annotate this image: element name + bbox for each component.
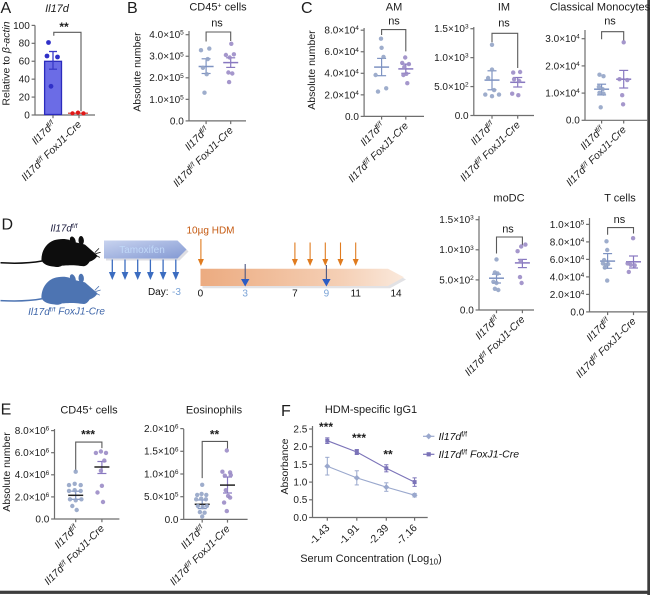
svg-text:***: *** (352, 431, 366, 445)
svg-text:AM: AM (386, 2, 403, 14)
svg-text:**: ** (59, 20, 69, 34)
svg-text:Eosinophils: Eosinophils (186, 405, 243, 417)
svg-text:0.0: 0.0 (293, 513, 307, 524)
svg-text:Absolute number: Absolute number (132, 32, 144, 112)
svg-text:2.0×104: 2.0×104 (550, 289, 585, 300)
svg-text:2.0×104: 2.0×104 (545, 61, 580, 72)
svg-text:CD45+ cells: CD45+ cells (189, 2, 247, 14)
svg-text:C: C (301, 0, 313, 17)
svg-text:Il17df/f FoxJ1-Cre: Il17df/f FoxJ1-Cre (439, 449, 520, 461)
svg-text:0: 0 (24, 110, 30, 121)
svg-text:1.5×106: 1.5×106 (144, 446, 179, 457)
svg-text:4.0×105: 4.0×105 (149, 30, 184, 41)
svg-text:9: 9 (324, 289, 330, 300)
svg-text:F: F (281, 403, 291, 420)
svg-text:5.0×102: 5.0×102 (434, 82, 469, 93)
svg-text:40: 40 (19, 75, 31, 86)
svg-text:3.0×105: 3.0×105 (149, 51, 184, 62)
svg-text:CD45+ cells: CD45+ cells (60, 405, 118, 417)
svg-text:Il17df/f: Il17df/f (50, 223, 77, 234)
svg-text:80: 80 (19, 39, 31, 50)
svg-text:Serum Concentration (Log10): Serum Concentration (Log10) (300, 553, 442, 567)
svg-text:ns: ns (498, 18, 510, 30)
svg-text:**: ** (210, 428, 220, 442)
svg-text:0.0: 0.0 (345, 112, 359, 123)
svg-text:1.0: 1.0 (293, 478, 307, 489)
svg-text:0.5: 0.5 (293, 495, 307, 506)
svg-text:ns: ns (211, 18, 223, 30)
svg-text:0.0: 0.0 (455, 111, 469, 122)
svg-text:5.0×105: 5.0×105 (144, 492, 179, 503)
svg-text:E: E (1, 401, 12, 418)
svg-text:11: 11 (351, 289, 362, 300)
svg-text:Relative to β-actin: Relative to β-actin (1, 21, 13, 105)
svg-text:3: 3 (242, 289, 248, 300)
svg-text:8.0×104: 8.0×104 (324, 25, 359, 36)
svg-text:Il17d: Il17d (45, 3, 70, 15)
svg-text:Il17df/f FoxJ1-Cre: Il17df/f FoxJ1-Cre (28, 307, 105, 318)
svg-text:5.0×102: 5.0×102 (439, 275, 474, 286)
svg-text:Absolute number: Absolute number (1, 432, 13, 512)
svg-text:60: 60 (19, 57, 31, 68)
svg-text:***: *** (319, 420, 333, 434)
svg-text:2.5: 2.5 (293, 424, 307, 435)
svg-text:Day:: Day: (148, 287, 169, 298)
svg-text:Il17df/f: Il17df/f (439, 431, 468, 443)
svg-text:1.0×104: 1.0×104 (545, 88, 580, 99)
svg-text:1.5: 1.5 (293, 460, 307, 471)
svg-text:1.0×105: 1.0×105 (149, 94, 184, 105)
svg-text:1.0×105: 1.0×105 (550, 219, 585, 230)
svg-text:6.0×106: 6.0×106 (15, 448, 50, 459)
svg-text:**: ** (383, 448, 393, 462)
svg-text:Absorbance: Absorbance (279, 438, 291, 494)
svg-text:10µg HDM: 10µg HDM (187, 226, 235, 237)
svg-text:Classical Monocytes: Classical Monocytes (550, 2, 650, 14)
svg-text:2.0×105: 2.0×105 (149, 73, 184, 84)
svg-text:IM: IM (498, 2, 510, 14)
svg-text:7: 7 (292, 289, 298, 300)
svg-text:B: B (127, 0, 138, 17)
svg-text:8.0×106: 8.0×106 (15, 426, 50, 437)
svg-text:0.0: 0.0 (35, 514, 49, 525)
svg-text:ns: ns (614, 214, 626, 226)
svg-text:0.0: 0.0 (165, 515, 179, 526)
svg-text:1.0×103: 1.0×103 (439, 245, 474, 256)
svg-text:0.0: 0.0 (566, 116, 580, 127)
svg-text:T cells: T cells (604, 193, 636, 205)
svg-text:1.5×103: 1.5×103 (434, 24, 469, 35)
svg-text:***: *** (81, 428, 95, 442)
svg-text:4.0×104: 4.0×104 (324, 68, 359, 79)
svg-text:2.0×106: 2.0×106 (15, 492, 50, 503)
svg-text:1.0×103: 1.0×103 (434, 53, 469, 64)
svg-text:3.0×104: 3.0×104 (545, 34, 580, 45)
svg-text:0: 0 (198, 289, 204, 300)
svg-text:20: 20 (19, 92, 31, 103)
svg-text:A: A (1, 0, 12, 17)
svg-text:Tamoxifen: Tamoxifen (119, 245, 165, 256)
svg-text:-3: -3 (172, 287, 181, 298)
svg-text:ns: ns (604, 16, 616, 28)
svg-text:0.0: 0.0 (460, 305, 474, 316)
svg-text:1.5×103: 1.5×103 (439, 215, 474, 226)
svg-text:2.0: 2.0 (293, 442, 307, 453)
svg-text:8.0×104: 8.0×104 (550, 237, 585, 248)
svg-text:14: 14 (390, 289, 402, 300)
svg-text:0.0: 0.0 (570, 307, 584, 318)
svg-text:0.0: 0.0 (170, 116, 184, 127)
svg-text:4.0×104: 4.0×104 (550, 272, 585, 283)
svg-text:moDC: moDC (493, 193, 524, 205)
svg-text:100: 100 (13, 21, 30, 32)
svg-text:6.0×104: 6.0×104 (550, 254, 585, 265)
svg-text:ns: ns (502, 224, 514, 236)
svg-text:ns: ns (388, 16, 400, 28)
svg-text:1.0×106: 1.0×106 (144, 469, 179, 480)
svg-text:D: D (2, 217, 14, 234)
svg-text:Absolute number: Absolute number (306, 30, 318, 110)
svg-text:6.0×104: 6.0×104 (324, 47, 359, 58)
svg-text:2.0×104: 2.0×104 (324, 90, 359, 101)
svg-text:4.0×106: 4.0×106 (15, 470, 50, 481)
svg-text:HDM-specific IgG1: HDM-specific IgG1 (325, 404, 417, 416)
svg-text:2.0×106: 2.0×106 (144, 424, 179, 435)
